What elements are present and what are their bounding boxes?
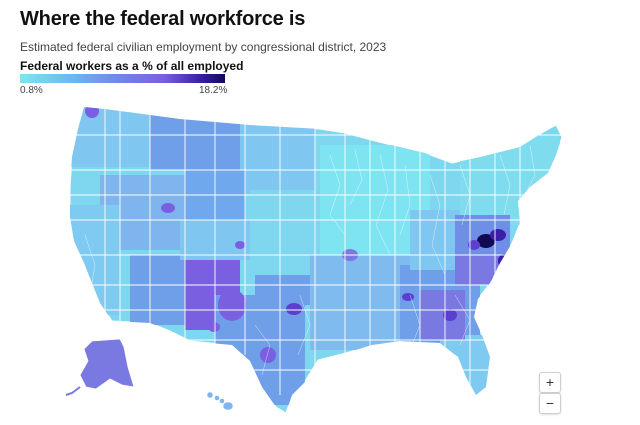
legend-max-label: 18.2% — [199, 85, 228, 96]
district-tidewater — [498, 254, 510, 268]
hawaii-shape — [206, 391, 234, 411]
district-georgia-base — [443, 309, 457, 321]
zoom-out-button[interactable]: − — [539, 393, 561, 414]
region-california — [70, 205, 120, 315]
legend-title: Federal workers as a % of all employed — [20, 59, 244, 73]
district-san-antonio — [260, 347, 276, 363]
page-title: Where the federal workforce is — [20, 8, 306, 30]
region-arizona — [130, 255, 185, 325]
alaska-shape — [79, 338, 135, 390]
district-maryland — [490, 229, 506, 241]
district-oklahoma-city — [286, 303, 302, 315]
district-dc-area — [477, 234, 495, 248]
district-ogden-utah — [161, 203, 175, 213]
state-regions — [70, 107, 562, 405]
alaska-aleutians — [65, 386, 81, 396]
zoom-in-button[interactable]: + — [539, 372, 561, 393]
region-dakotas — [240, 123, 315, 193]
us-map[interactable] — [0, 95, 640, 425]
district-subdivisions — [84, 144, 536, 376]
region-pacific-northwest — [70, 107, 150, 167]
legend-color-scale — [20, 74, 225, 83]
us-map-svg[interactable] — [0, 95, 640, 425]
region-plains — [250, 190, 320, 280]
district-colorado-springs — [235, 241, 245, 249]
district-eastern-nc — [491, 275, 505, 287]
district-northern-virginia — [468, 240, 480, 250]
region-georgia-alabama — [420, 290, 465, 340]
district-huntsville — [402, 293, 414, 301]
legend-min-label: 0.8% — [20, 85, 43, 96]
region-montana — [150, 115, 240, 170]
district-seattle-area — [85, 107, 99, 118]
district-new-mexico-south — [218, 289, 246, 321]
region-northeast — [460, 135, 560, 225]
page-subtitle: Estimated federal civilian employment by… — [20, 40, 387, 54]
region-oklahoma — [255, 275, 315, 305]
district-el-paso — [208, 322, 220, 332]
